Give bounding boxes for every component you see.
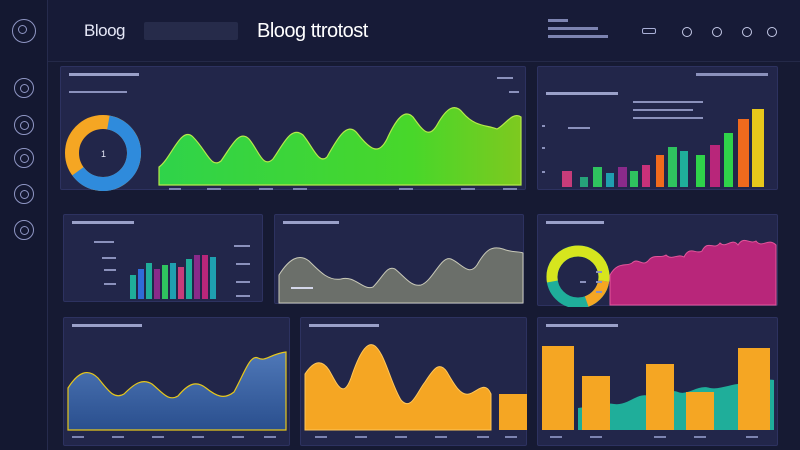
brand-name: Bloog: [84, 21, 125, 40]
user-icon[interactable]: [14, 184, 34, 204]
bar: [582, 376, 610, 430]
green-area-series: [158, 107, 522, 186]
settings-icon[interactable]: [14, 220, 34, 240]
nav-link-3[interactable]: [548, 35, 608, 38]
bar: [738, 119, 749, 187]
blue-area-panel: [63, 317, 290, 446]
nav-link-2[interactable]: [548, 27, 598, 30]
user-icon[interactable]: [742, 27, 752, 37]
panel-title: [546, 324, 618, 327]
bar: [724, 133, 733, 187]
nav-link-1[interactable]: [548, 19, 568, 22]
teal-area-series: [578, 379, 774, 430]
blue-area-series: [67, 351, 287, 431]
page-title: Bloog ttrotost: [257, 20, 368, 42]
bar: [630, 171, 638, 187]
bar: [752, 109, 764, 187]
blue-area-chart: [67, 351, 287, 438]
bar: [680, 151, 688, 187]
mixed-panel: [537, 214, 778, 307]
orange-area-series: [304, 344, 492, 431]
bar: [686, 392, 714, 430]
bar: [668, 147, 677, 187]
chart-icon[interactable]: [14, 148, 34, 168]
panel-title: [546, 221, 604, 224]
header: Bloog Bloog ttrotost: [48, 0, 800, 62]
overview-panel: 1: [60, 66, 526, 191]
bar: [656, 155, 664, 187]
notification-badge[interactable]: [642, 28, 656, 34]
bars-panel: [537, 66, 778, 190]
panel-title: [309, 324, 379, 327]
gray-area-series: [278, 247, 524, 304]
magenta-area-series: [609, 239, 777, 306]
gear-icon[interactable]: [14, 115, 34, 135]
panel-menu[interactable]: [497, 77, 513, 79]
orange-bars-chart: [542, 346, 774, 438]
donut-label: 1: [101, 149, 106, 159]
donut-progress: [65, 115, 141, 191]
panel-subtitle: [69, 91, 127, 93]
panel-title: [546, 92, 618, 95]
bell-icon[interactable]: [682, 27, 692, 37]
bar: [562, 171, 572, 187]
bar: [738, 348, 770, 430]
search-input[interactable]: [144, 22, 238, 40]
mixed-chart: [546, 239, 777, 307]
bar: [646, 364, 674, 430]
bar: [499, 394, 527, 430]
bar: [606, 173, 614, 187]
orange-area-panel: [300, 317, 527, 446]
panel-title: [283, 221, 339, 224]
panel-title: [69, 73, 139, 76]
panel-title: [72, 221, 134, 224]
orange-area-chart: [304, 344, 527, 438]
bar: [542, 346, 574, 430]
bar: [642, 165, 650, 187]
bars-chart: [542, 109, 764, 187]
logo-icon[interactable]: [12, 19, 36, 43]
bar: [696, 155, 705, 187]
home-icon[interactable]: [14, 78, 34, 98]
bar: [580, 177, 588, 187]
small-bars-chart: [94, 241, 250, 299]
bar: [618, 167, 627, 187]
bar: [593, 167, 602, 187]
legend-label: [568, 127, 590, 129]
panel-filter[interactable]: [696, 73, 768, 76]
mail-icon[interactable]: [712, 27, 722, 37]
wave-chart: [278, 247, 524, 304]
bar: [710, 145, 720, 187]
small-bars-panel: [63, 214, 263, 302]
panel-title: [72, 324, 142, 327]
sidebar: [0, 0, 48, 450]
wave-panel: [274, 214, 524, 304]
orange-bars-panel: [537, 317, 778, 446]
menu-icon[interactable]: [767, 27, 777, 37]
overview-chart: 1: [65, 107, 522, 191]
